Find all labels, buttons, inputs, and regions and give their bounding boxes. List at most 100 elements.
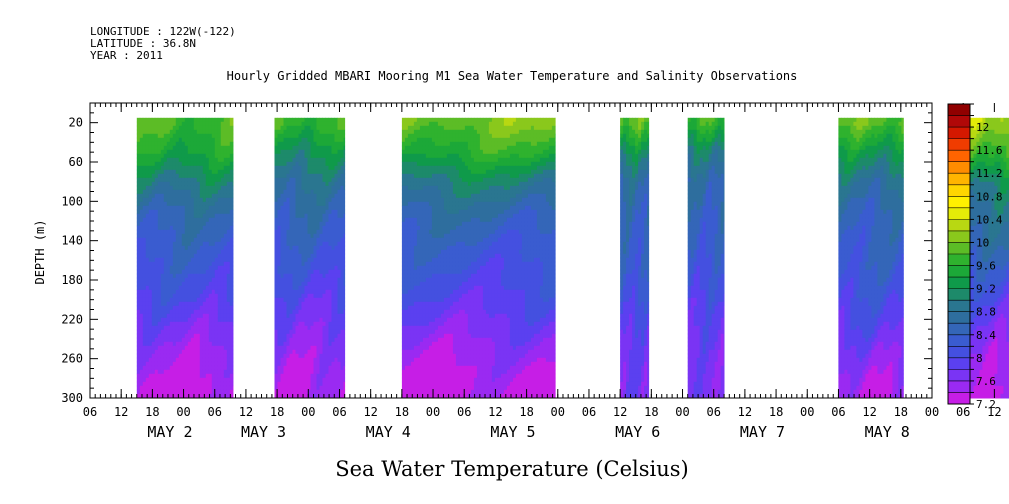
temperature-cell: [157, 253, 162, 259]
temperature-cell: [410, 193, 415, 199]
temperature-cell: [139, 121, 144, 127]
temperature-cell: [437, 177, 442, 183]
temperature-cell: [434, 301, 439, 307]
temperature-cell: [437, 145, 442, 151]
temperature-cell: [163, 305, 168, 311]
temperature-cell: [428, 289, 433, 295]
temperature-cell: [325, 229, 329, 235]
temperature-cell: [220, 317, 225, 323]
temperature-cell: [331, 345, 335, 351]
temperature-cell: [154, 201, 159, 207]
temperature-cell: [286, 153, 290, 159]
temperature-cell: [205, 309, 210, 315]
temperature-cell: [310, 165, 314, 171]
temperature-cell: [316, 301, 320, 307]
temperature-cell: [434, 237, 439, 243]
temperature-cell: [292, 137, 296, 143]
temperature-cell: [328, 149, 332, 155]
temperature-cell: [301, 205, 305, 211]
temperature-cell: [410, 281, 415, 287]
temperature-cell: [431, 249, 436, 255]
temperature-cell: [328, 249, 332, 255]
temperature-cell: [145, 269, 150, 275]
temperature-cell: [307, 265, 311, 271]
temperature-cell: [154, 181, 159, 187]
temperature-cell: [196, 137, 201, 143]
temperature-cell: [172, 325, 177, 331]
temperature-cell: [157, 337, 162, 343]
temperature-cell: [205, 197, 210, 203]
temperature-cell: [410, 145, 415, 151]
temperature-cell: [199, 173, 204, 179]
temperature-cell: [157, 117, 162, 123]
temperature-cell: [151, 273, 156, 279]
temperature-cell: [172, 233, 177, 239]
temperature-cell: [334, 205, 338, 211]
temperature-cell: [139, 129, 144, 135]
temperature-cell: [298, 277, 302, 283]
temperature-cell: [304, 209, 308, 215]
temperature-cell: [223, 189, 228, 195]
temperature-cell: [184, 277, 189, 283]
temperature-cell: [172, 173, 177, 179]
temperature-cell: [151, 353, 156, 359]
temperature-cell: [280, 185, 284, 191]
temperature-cell: [319, 169, 323, 175]
temperature-cell: [413, 381, 418, 387]
temperature-cell: [334, 389, 338, 395]
temperature-cell: [145, 225, 150, 231]
temperature-cell: [181, 153, 186, 159]
temperature-cell: [277, 117, 281, 123]
temperature-cell: [440, 137, 445, 143]
temperature-cell: [322, 305, 326, 311]
temperature-cell: [322, 369, 326, 375]
temperature-cell: [145, 265, 150, 271]
temperature-cell: [199, 137, 204, 143]
temperature-cell: [202, 173, 207, 179]
temperature-cell: [328, 197, 332, 203]
temperature-cell: [334, 345, 338, 351]
temperature-cell: [340, 249, 344, 255]
temperature-cell: [157, 233, 162, 239]
temperature-cell: [142, 289, 147, 295]
temperature-cell: [169, 349, 174, 355]
temperature-cell: [437, 265, 442, 271]
temperature-cell: [220, 373, 225, 379]
temperature-cell: [214, 365, 219, 371]
temperature-cell: [193, 205, 198, 211]
temperature-cell: [292, 129, 296, 135]
temperature-cell: [220, 333, 225, 339]
temperature-cell: [328, 153, 332, 159]
temperature-cell: [151, 181, 156, 187]
temperature-cell: [307, 241, 311, 247]
temperature-cell: [154, 117, 159, 123]
temperature-cell: [202, 313, 207, 319]
temperature-cell: [416, 305, 421, 311]
temperature-cell: [211, 265, 216, 271]
temperature-cell: [301, 129, 305, 135]
temperature-cell: [419, 385, 424, 391]
temperature-cell: [422, 209, 427, 215]
temperature-cell: [310, 181, 314, 187]
temperature-cell: [280, 373, 284, 379]
temperature-cell: [196, 373, 201, 379]
temperature-cell: [292, 237, 296, 243]
temperature-cell: [401, 189, 406, 195]
temperature-cell: [151, 317, 156, 323]
temperature-cell: [151, 329, 156, 335]
temperature-cell: [166, 381, 171, 387]
temperature-cell: [181, 173, 186, 179]
temperature-cell: [428, 389, 433, 395]
temperature-cell: [142, 125, 147, 131]
temperature-cell: [307, 225, 311, 231]
temperature-cell: [184, 393, 189, 399]
temperature-cell: [416, 325, 421, 331]
temperature-cell: [187, 365, 192, 371]
temperature-cell: [169, 265, 174, 271]
temperature-cell: [289, 197, 293, 203]
temperature-cell: [298, 337, 302, 343]
temperature-cell: [181, 213, 186, 219]
temperature-cell: [343, 285, 346, 291]
temperature-cell: [226, 213, 231, 219]
temperature-cell: [331, 121, 335, 127]
